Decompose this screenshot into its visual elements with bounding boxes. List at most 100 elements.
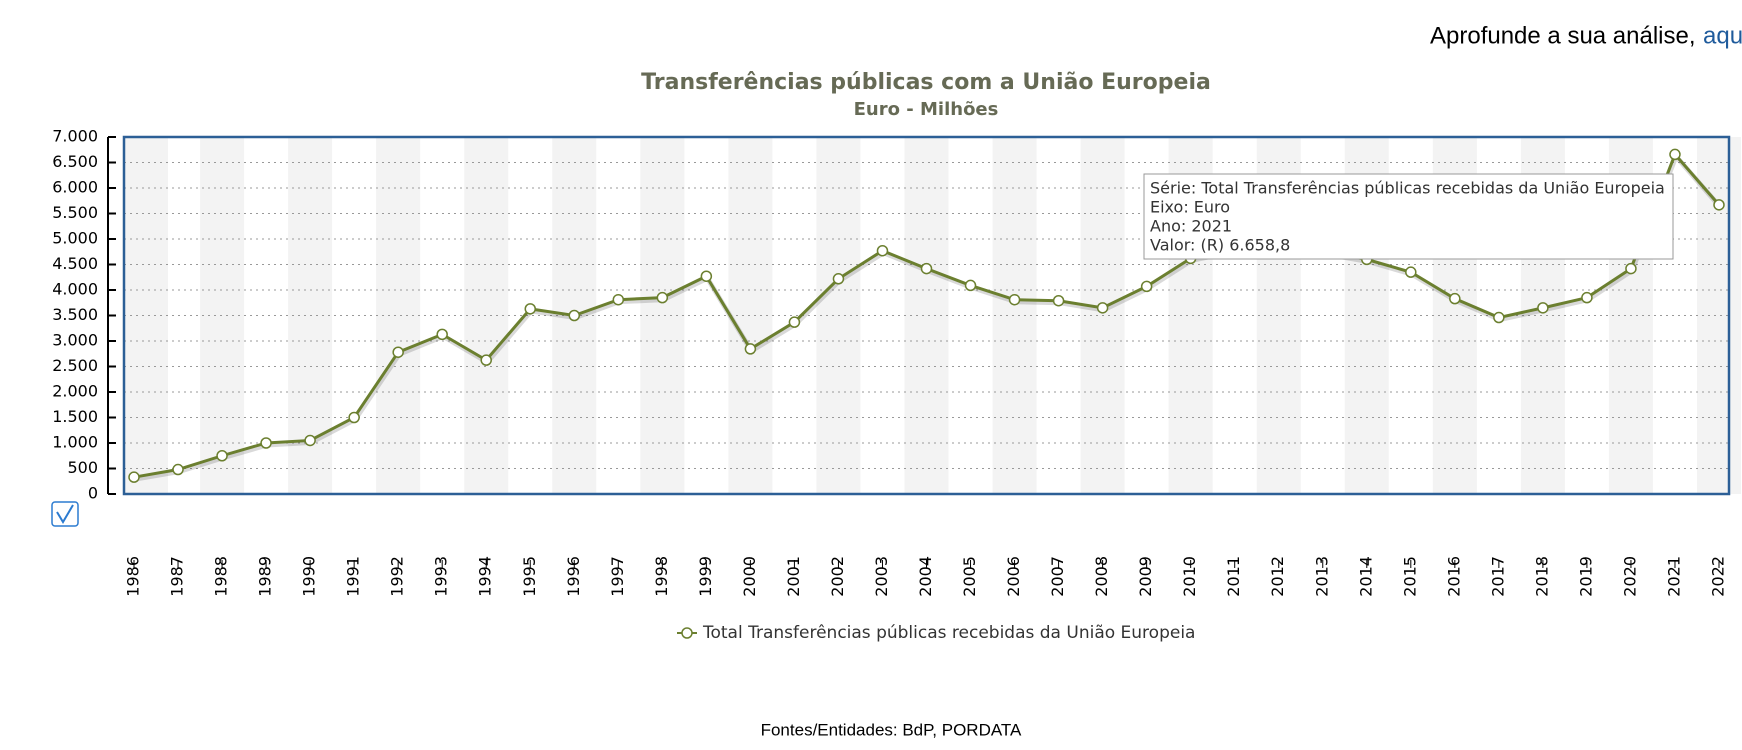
stripe [1696,137,1742,494]
data-point [1096,302,1109,314]
data-point [524,303,536,315]
data-point [1625,262,1637,275]
x-tick-label: 1986 [124,556,143,597]
y-tick-label: 1.500 [52,407,98,426]
tooltip-line: Valor: (R) 6.658,8 [1150,236,1290,255]
x-tick-label: 2010 [1180,556,1199,597]
legend-label[interactable]: Total Transferências públicas recebidas … [702,623,1195,643]
stripe [992,137,1037,494]
x-tick-label: 2006 [1004,556,1023,597]
x-tick-label: 1993 [432,556,451,597]
y-tick-label: 5.500 [52,203,98,222]
legend-marker [681,627,693,639]
y-tick-label: 6.500 [52,152,98,171]
data-point [656,291,669,304]
x-tick-label: 1991 [344,556,363,597]
data-point [964,279,977,292]
stripe [464,137,509,494]
stripes [124,137,1742,494]
y-tick-label: 4.500 [52,254,98,273]
x-tick-label: 2013 [1312,556,1331,597]
data-point [1493,311,1505,324]
x-tick-label: 2022 [1709,556,1728,597]
data-point [1405,266,1417,278]
data-point [876,244,889,257]
data-point [700,270,713,282]
chart-subtitle: Euro - Milhões [854,99,999,120]
x-tick-label: 1996 [564,556,583,597]
x-tick-label: 2020 [1620,556,1639,597]
tooltip-line: Série: Total Transferências públicas rec… [1150,179,1665,198]
data-point [1140,280,1153,293]
data-point [172,463,184,476]
y-tick-label: 4.000 [52,280,98,299]
data-point [744,343,757,355]
x-tick-label: 2018 [1532,556,1551,597]
y-tick-label: 6.000 [52,178,98,197]
x-tick-label: 2021 [1664,556,1683,597]
data-point [480,354,492,366]
x-tick-label: 2019 [1576,556,1595,597]
data-point [260,437,272,449]
data-point [1581,291,1593,304]
x-tick-label: 2017 [1488,556,1507,597]
data-point [392,346,404,358]
tooltip-line: Eixo: Euro [1150,198,1230,217]
x-tick-label: 1989 [256,556,275,597]
tooltip-box [1143,173,1674,260]
y-tick-label: 5.000 [52,229,98,248]
x-tick-label: 2011 [1224,556,1243,597]
x-tick-label: 2008 [1092,556,1111,597]
y-tick-label: 0 [88,484,98,503]
data-point [1669,148,1681,161]
y-tick-label: 2.000 [52,382,98,401]
checkmark [56,504,74,524]
data-point [568,309,581,322]
y-tick-label: 7.000 [52,127,98,146]
x-tick-label: 1999 [696,556,715,597]
data-point [1713,199,1725,211]
x-tick-label: 1992 [388,556,407,597]
stripe [728,137,773,494]
x-tick-label: 1988 [212,556,231,597]
x-tick-label: 2014 [1356,556,1375,597]
y-tick-label: 2.500 [52,356,98,375]
x-tick-label: 1990 [300,556,319,597]
y-tick-label: 3.500 [52,305,98,324]
data-point [436,328,448,341]
x-tick-label: 1998 [652,556,671,597]
data-point [216,450,228,462]
tooltip-line: Ano: 2021 [1150,217,1232,236]
x-tick-label: 2016 [1444,556,1463,597]
x-tick-label: 2007 [1048,556,1067,597]
data-point [1537,302,1549,314]
x-tick-label: 1997 [608,556,627,597]
x-tick-label: 1995 [520,556,539,597]
footer: Fontes/Entidades: BdP, PORDATA [761,720,1022,739]
data-point [1008,293,1021,306]
x-tick-label: 2009 [1136,556,1155,597]
data-point [1052,294,1065,307]
y-tick-label: 500 [67,458,98,477]
x-tick-label: 2004 [916,556,935,597]
data-point [920,262,933,275]
x-tick-label: 2003 [872,556,891,597]
stripe [200,137,245,494]
x-tick-label: 2005 [960,556,979,597]
data-point [1449,292,1461,305]
x-tick-label: 2001 [784,556,803,597]
tooltip: Série: Total Transferências públicas rec… [1143,173,1674,260]
x-tick-label: 2002 [828,556,847,597]
data-point [612,293,625,306]
checkbox[interactable] [51,501,79,527]
plot-border [122,135,1731,496]
data-point [788,316,801,328]
header-link[interactable]: aqu [1703,22,1742,49]
y-tick-label: 3.000 [52,331,98,350]
data-point [304,434,316,447]
data-point [348,411,360,424]
data-point [832,273,845,285]
data-point [128,471,140,483]
